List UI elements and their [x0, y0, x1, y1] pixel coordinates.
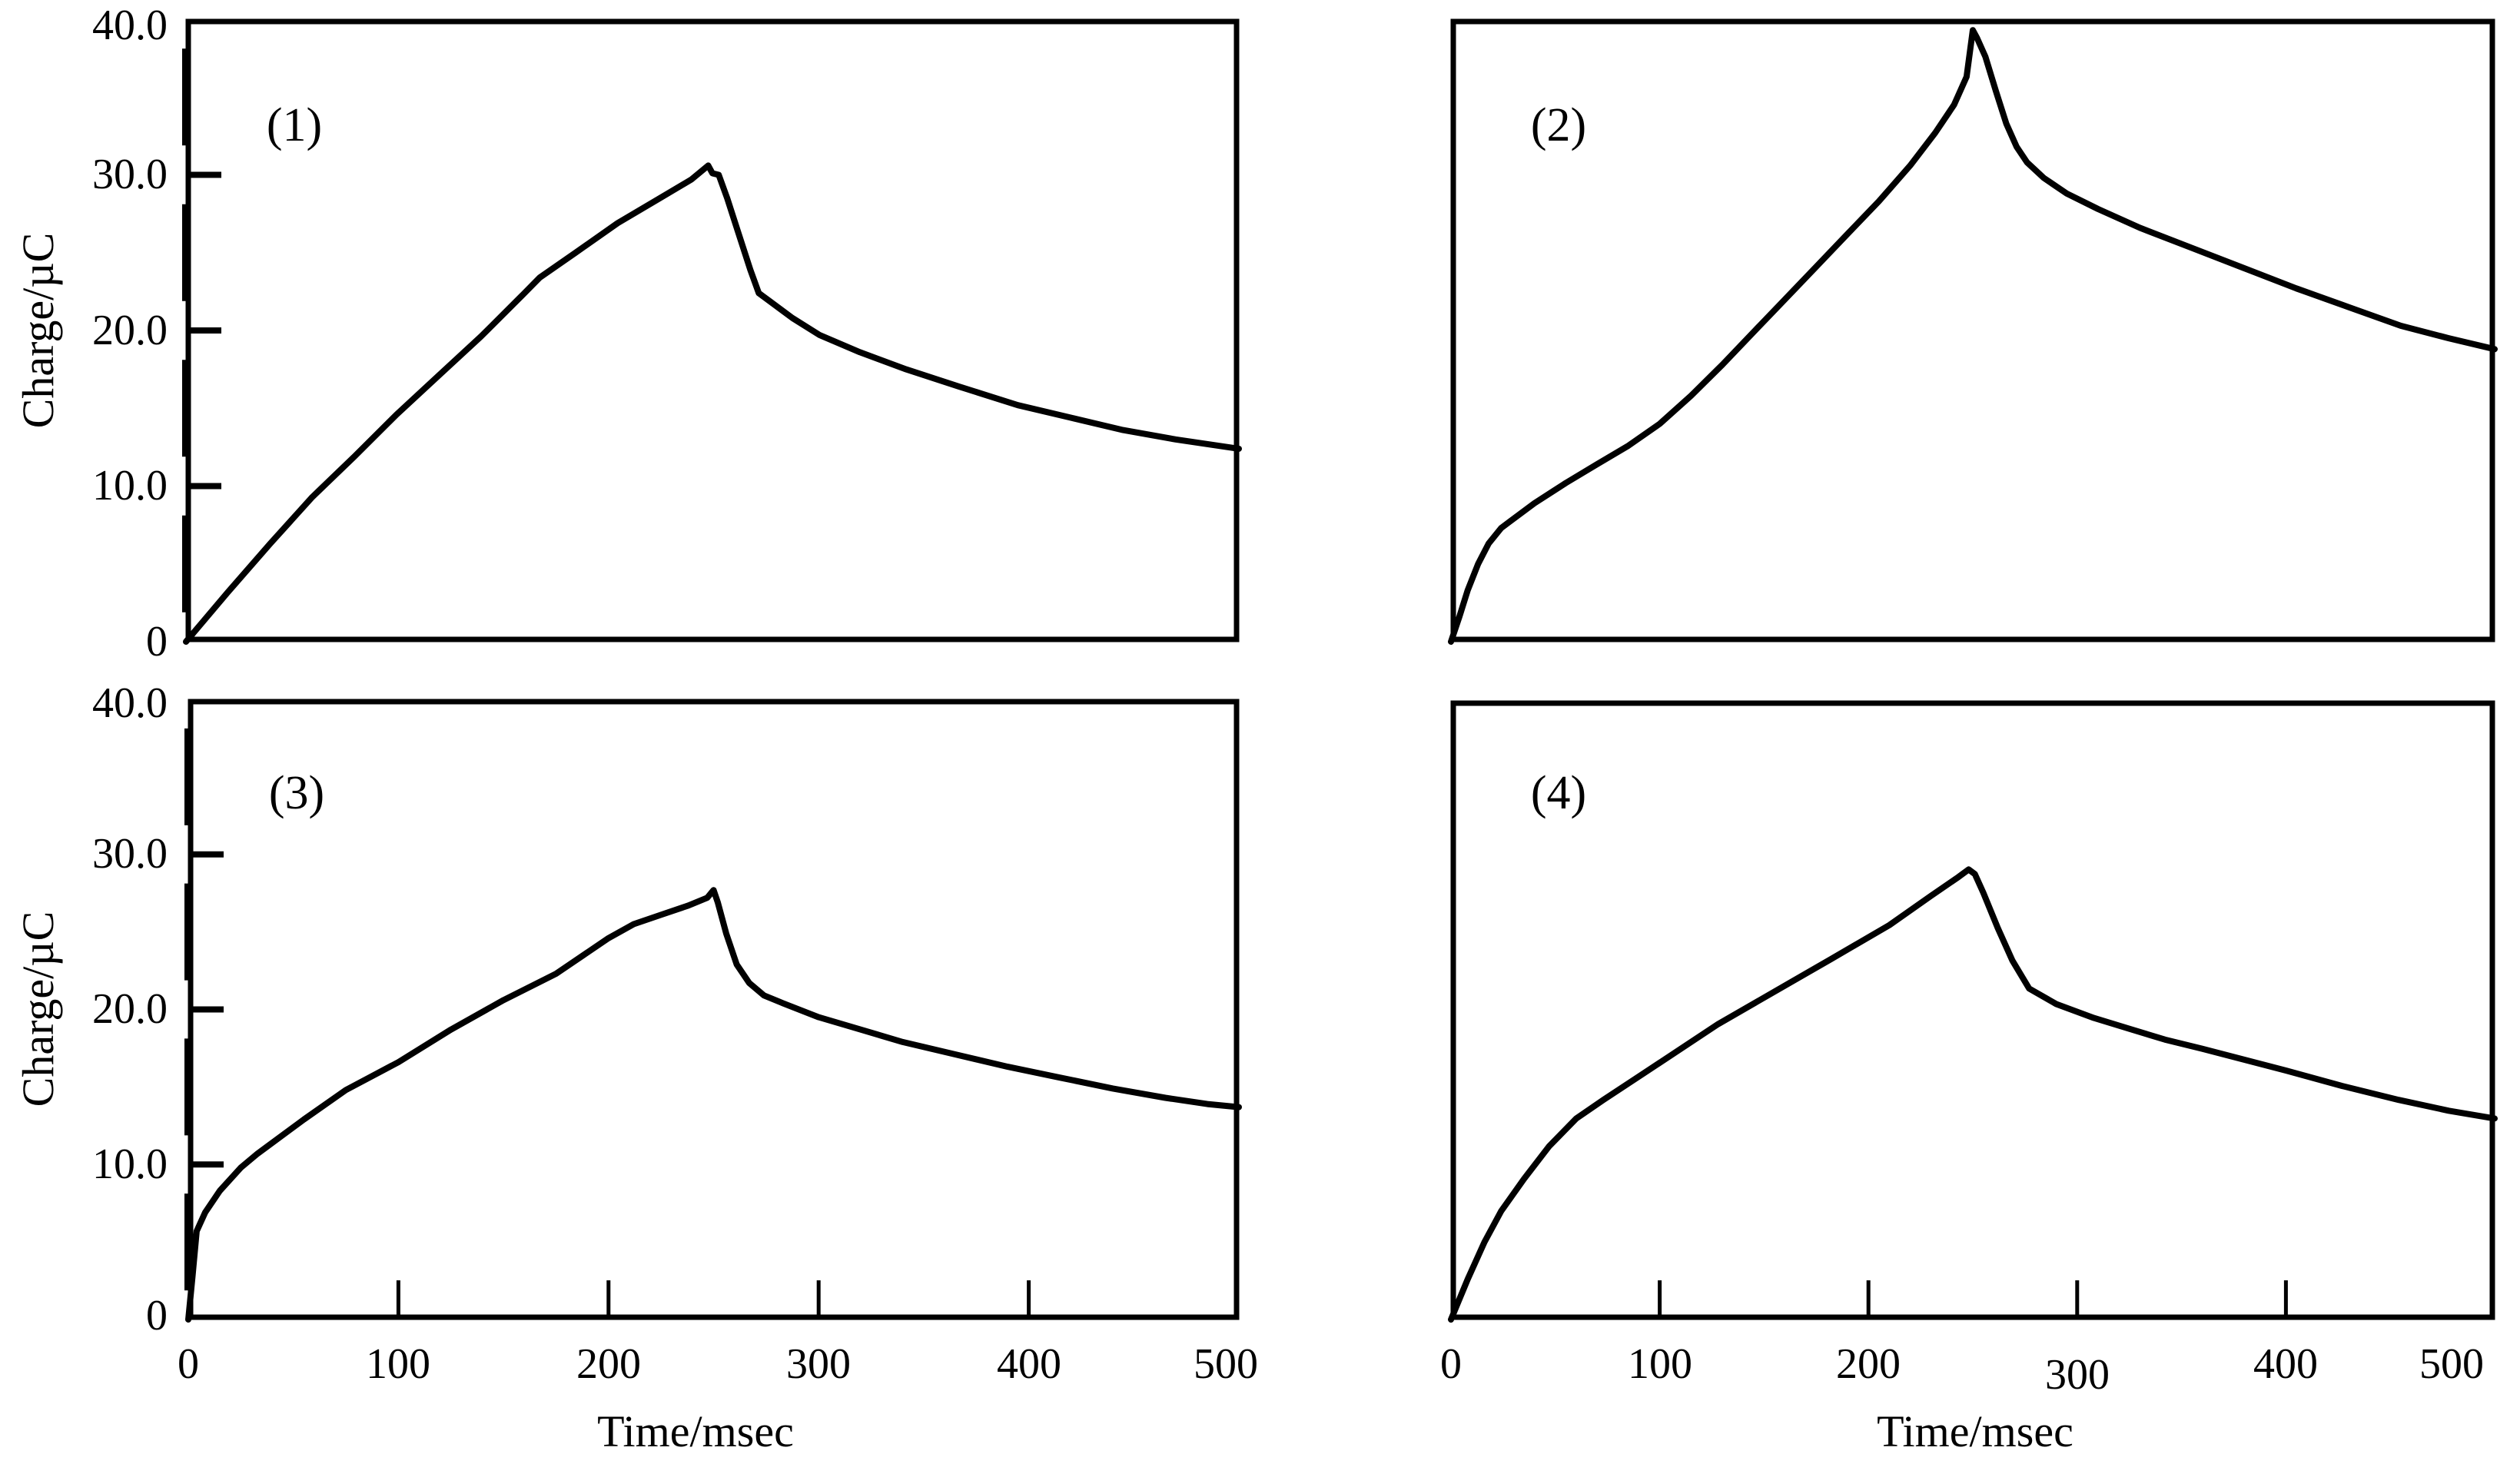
x-tick-label: 100	[1628, 1340, 1692, 1388]
y-tick-label: 0	[146, 618, 168, 666]
curve-panel-1	[183, 162, 1242, 645]
y-tick-label: 0	[146, 1292, 168, 1340]
y-tick-label: 20.0	[92, 985, 168, 1033]
x-tick-label: 500	[2419, 1340, 2484, 1388]
curve-panel-4	[1448, 866, 2498, 1323]
x-tick-label: 400	[997, 1340, 1061, 1388]
x-tick-label: 400	[2253, 1340, 2318, 1388]
x-tick-label: 300	[2045, 1351, 2110, 1399]
plot-border-2	[1450, 18, 2495, 642]
x-tick-label: 0	[178, 1340, 199, 1388]
x-tick-label: 0	[1440, 1340, 1462, 1388]
y-tick-label: 30.0	[92, 151, 168, 198]
curve-panel-2	[1448, 27, 2498, 645]
x-axis-title-panel4: Time/msec	[1877, 1406, 2073, 1456]
y-tick-label: 30.0	[92, 830, 168, 878]
x-tick-label: 100	[366, 1340, 430, 1388]
x-tick-label: 300	[786, 1340, 851, 1388]
x-tick-label: 500	[1194, 1340, 1258, 1388]
panel-label-1: (1)	[266, 99, 323, 151]
y-tick-label: 40.0	[92, 679, 168, 727]
panel-label-4: (4)	[1530, 767, 1587, 819]
y-tick-label: 10.0	[92, 1140, 168, 1188]
y-tick-label: 40.0	[92, 2, 168, 49]
panel-label-3: (3)	[268, 767, 325, 819]
y-tick-label: 20.0	[92, 307, 168, 354]
x-tick-label: 200	[1836, 1340, 1901, 1388]
plot-border-1	[185, 18, 1240, 642]
panel-label-2: (2)	[1530, 99, 1587, 151]
y-tick-label: 10.0	[92, 462, 168, 510]
x-tick-label: 200	[576, 1340, 641, 1388]
x-axis-title-panel3: Time/msec	[597, 1406, 794, 1456]
plot-border-3	[188, 699, 1240, 1320]
curve-panel-3	[185, 887, 1242, 1323]
plot-border-4	[1450, 700, 2495, 1320]
